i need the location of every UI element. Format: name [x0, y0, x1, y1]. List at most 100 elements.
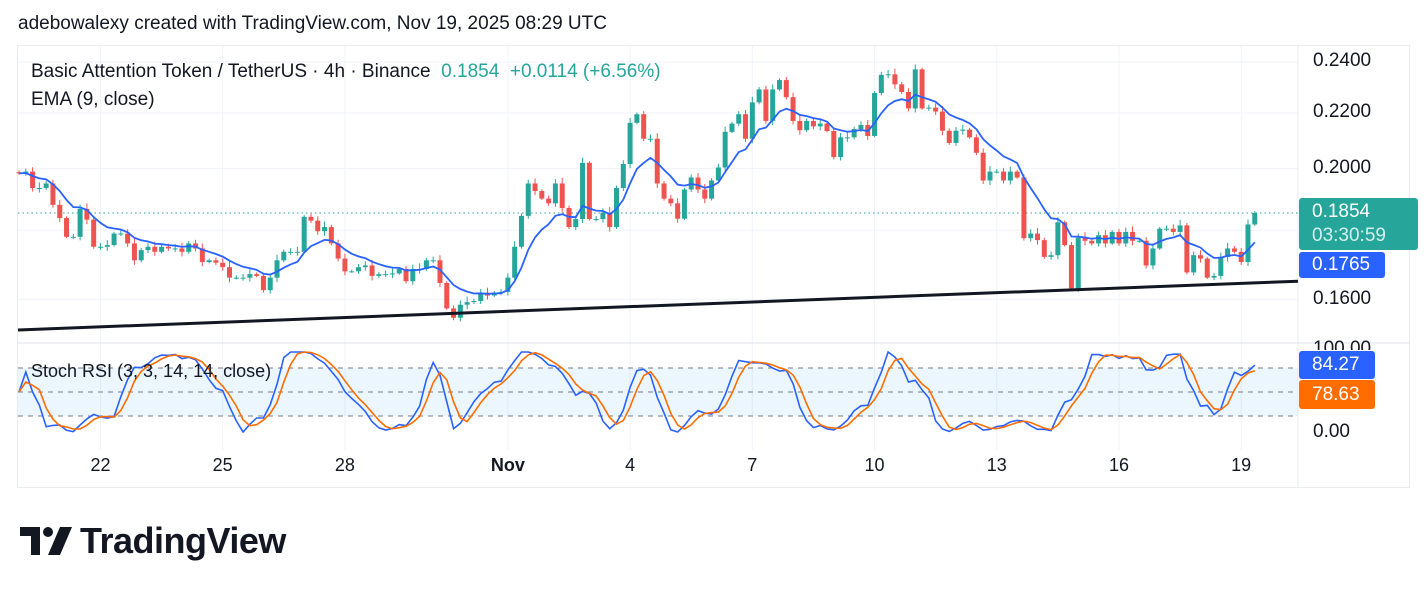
symbol-legend[interactable]: Basic Attention Token / TetherUS · 4h · … [31, 61, 661, 83]
candle-body [512, 246, 518, 278]
candle [532, 178, 538, 196]
candle [376, 271, 382, 278]
candle-body [973, 137, 979, 153]
candle-body [376, 274, 382, 276]
candle-body [831, 130, 837, 158]
candle-body [220, 262, 226, 268]
candle-body [1164, 228, 1170, 230]
candle [91, 217, 97, 249]
candle-body [172, 248, 178, 250]
candle [247, 269, 253, 282]
candle [512, 241, 518, 283]
tradingview-logo[interactable]: TradingView [20, 520, 286, 562]
candle [1041, 237, 1047, 259]
candle [145, 243, 151, 254]
candle-body [322, 227, 328, 232]
date-tick: 16 [1108, 455, 1129, 475]
candle [946, 128, 952, 145]
candle-body [695, 177, 701, 190]
candle [1028, 229, 1034, 242]
candle [308, 213, 314, 224]
candle [430, 256, 436, 264]
candle-body [892, 74, 898, 85]
candle-body [1055, 222, 1061, 256]
candle [220, 258, 226, 271]
candle-body [226, 267, 232, 278]
candle-body [546, 198, 552, 204]
candle [1048, 251, 1054, 260]
candle-body [518, 215, 524, 247]
candle [288, 248, 294, 255]
candle [872, 91, 878, 138]
ema-value-badge: 0.1765 [1299, 252, 1385, 278]
candle-body [77, 208, 83, 237]
candle-body [145, 246, 151, 251]
candle [736, 111, 742, 127]
date-tick: 22 [90, 455, 111, 475]
stoch-legend[interactable]: Stoch RSI (3, 3, 14, 14, close) [31, 361, 272, 381]
candle [1021, 174, 1027, 241]
candle-body [722, 131, 728, 168]
candle-body [30, 171, 36, 188]
candle-body [586, 162, 592, 220]
candle-body [797, 120, 803, 131]
candle [159, 245, 165, 254]
candle-body [403, 268, 409, 282]
candle-body [1184, 225, 1190, 273]
candle [838, 132, 844, 161]
candle [349, 269, 355, 273]
symbol-title: Basic Attention Token / TetherUS · 4h · … [31, 61, 431, 82]
candle [199, 243, 205, 267]
candle-body [573, 219, 579, 228]
candle-body [912, 69, 918, 109]
trendline[interactable] [17, 279, 1299, 332]
candle [1055, 217, 1061, 260]
candle [546, 195, 552, 206]
candle [586, 161, 592, 221]
candle-body [729, 123, 735, 132]
candle-body [1252, 213, 1258, 225]
candle [1197, 250, 1203, 263]
date-tick: 7 [747, 455, 758, 475]
candle [1170, 224, 1176, 236]
candle [356, 264, 361, 274]
candle-body [1014, 171, 1020, 178]
candle-body [756, 89, 762, 103]
candle-body [206, 260, 212, 263]
candle-body [634, 114, 640, 123]
candle-body [1082, 237, 1088, 241]
candle [36, 182, 42, 193]
candle [743, 109, 749, 143]
attribution-text: adebowalexy created with TradingView.com… [18, 13, 607, 34]
candle-body [57, 204, 63, 219]
candle [301, 215, 307, 254]
candle-body [838, 137, 844, 158]
candle-body [389, 273, 395, 275]
candle-body [281, 251, 287, 261]
ema-legend[interactable]: EMA (9, close) [31, 89, 155, 110]
tradingview-logo-icon [20, 527, 72, 555]
candle [525, 179, 531, 219]
candle-body [396, 268, 402, 274]
candle-body [247, 274, 253, 278]
candle-body [179, 248, 185, 252]
candle-body [254, 274, 260, 276]
candle [505, 273, 511, 296]
candle [933, 103, 939, 116]
candle-body [1197, 255, 1203, 259]
candle-body [1136, 240, 1142, 242]
candle-body [199, 248, 205, 263]
candle-body [1001, 171, 1007, 181]
candle-body [593, 219, 599, 221]
candle-body [369, 265, 375, 276]
candle-body [980, 152, 986, 181]
candle [899, 81, 905, 94]
stoch-k-line [18, 350, 1256, 434]
candle [1157, 226, 1163, 250]
candle-body [736, 114, 742, 124]
candle-body [165, 246, 171, 249]
candle-body [810, 120, 816, 127]
candle-body [878, 74, 884, 94]
candle-body [342, 258, 348, 272]
